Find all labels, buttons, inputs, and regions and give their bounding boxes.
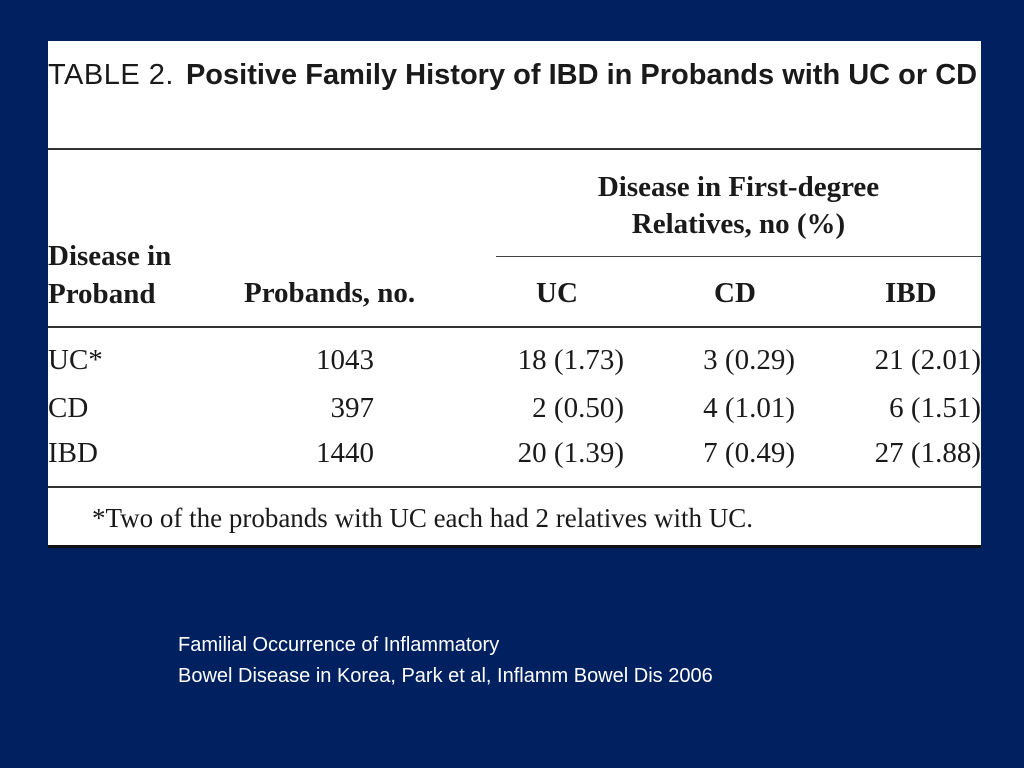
header-uc: UC (536, 277, 578, 309)
header-disease-line1: Disease in (48, 240, 172, 272)
row-ibd-probands: 1440 (316, 437, 374, 469)
citation-line2: Bowel Disease in Korea, Park et al, Infl… (178, 665, 713, 687)
row-uc-probands: 1043 (316, 344, 374, 376)
row-cd-disease: CD (48, 392, 89, 424)
row-cd-probands: 397 (330, 392, 375, 424)
table-title: TABLE 2. Positive Family History of IBD i… (48, 56, 978, 95)
relatives-group-header: Disease in First-degree Relatives, no (%… (496, 169, 981, 243)
group-header-divider (496, 256, 981, 257)
row-uc-ibd-relatives: 21 (2.01) (874, 344, 981, 376)
header-probands-count: Probands, no. (244, 277, 416, 309)
source-citation: Familial Occurrence of Inflammatory Bowe… (178, 630, 713, 692)
row-ibd-ibd-relatives: 27 (1.88) (874, 437, 981, 469)
row-ibd-uc-relatives: 20 (1.39) (517, 437, 624, 469)
table-footnote: *Two of the probands with UC each had 2 … (92, 503, 753, 533)
row-uc-cd-relatives: 3 (0.29) (703, 344, 795, 376)
table-label: TABLE 2. (48, 59, 174, 91)
header-disease-in-proband: Disease in Proband (48, 237, 171, 313)
header-cd: CD (714, 277, 756, 309)
row-ibd-cd-relatives: 7 (0.49) (703, 437, 795, 469)
row-ibd-disease: IBD (48, 437, 98, 469)
row-uc-disease: UC* (48, 344, 103, 376)
header-divider (48, 326, 981, 328)
body-divider (48, 486, 981, 488)
group-header-line2: Relatives, no (%) (631, 208, 846, 240)
row-cd-cd-relatives: 4 (1.01) (703, 392, 795, 424)
citation-line1: Familial Occurrence of Inflammatory (178, 634, 500, 656)
row-cd-ibd-relatives: 6 (1.51) (889, 392, 981, 424)
row-uc-uc-relatives: 18 (1.73) (517, 344, 624, 376)
row-cd-uc-relatives: 2 (0.50) (532, 392, 624, 424)
table-figure: TABLE 2. Positive Family History of IBD i… (48, 41, 981, 548)
header-disease-line2: Proband (48, 278, 156, 310)
title-divider (48, 148, 981, 150)
group-header-line1: Disease in First-degree (597, 171, 880, 203)
table-caption: Positive Family History of IBD in Proban… (185, 59, 978, 91)
header-ibd: IBD (885, 277, 937, 309)
